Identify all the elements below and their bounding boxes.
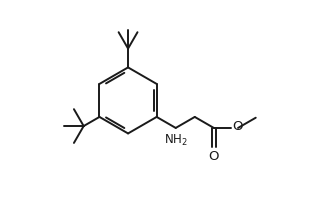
Text: NH$_2$: NH$_2$ <box>164 133 188 148</box>
Text: O: O <box>209 150 219 163</box>
Text: O: O <box>233 120 243 133</box>
